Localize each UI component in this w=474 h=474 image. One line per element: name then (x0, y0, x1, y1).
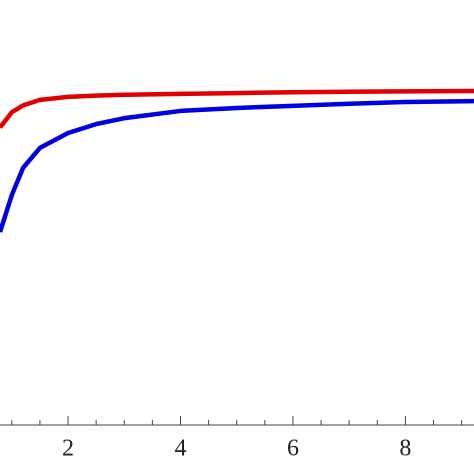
x-tick-label: 6 (287, 436, 299, 462)
x-tick-label: 8 (399, 436, 411, 462)
x-tick-label: 2 (62, 436, 74, 462)
line-series (0, 98, 474, 233)
x-tick-label: 4 (174, 436, 186, 462)
line-series (0, 88, 474, 129)
